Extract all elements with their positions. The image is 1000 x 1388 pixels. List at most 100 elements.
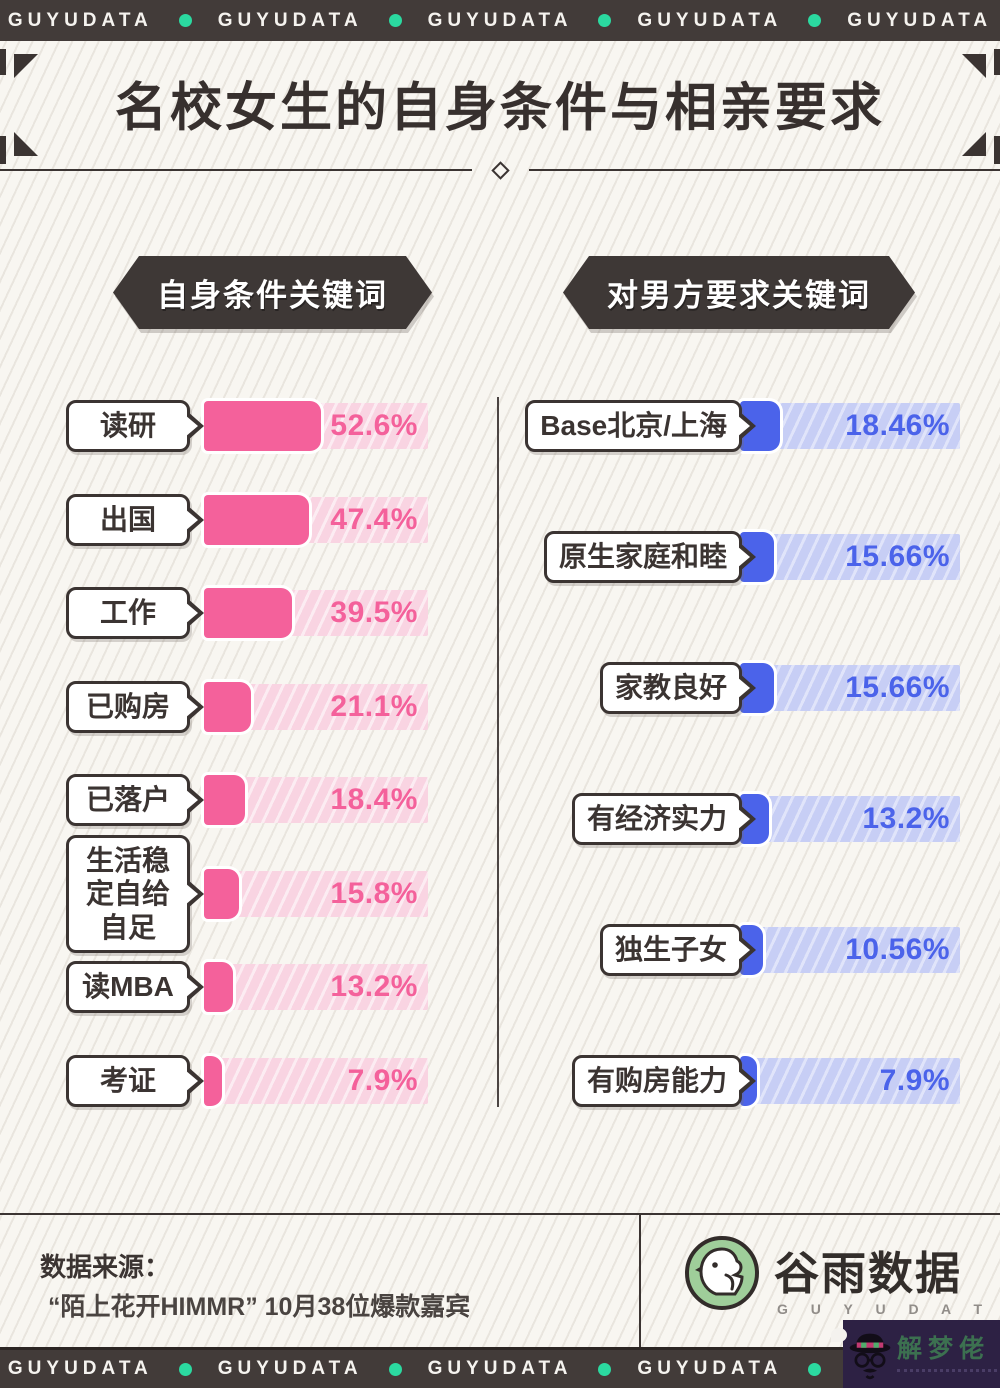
title-band: 名校女生的自身条件与相亲要求 <box>0 41 1000 170</box>
bar-row: 有购房能力 7.9% <box>538 1055 960 1107</box>
brand-wordmark: GUYUDATA <box>7 1358 153 1379</box>
category-label: 原生家庭和睦 <box>543 531 742 583</box>
category-label: 独生子女 <box>599 924 742 976</box>
column-divider <box>497 397 499 1107</box>
value-label: 10.56% <box>845 933 950 966</box>
bar-track: 13.2% <box>204 962 428 1012</box>
bar-track: 7.9% <box>204 1056 428 1106</box>
brand-dot-icon <box>808 14 822 27</box>
value-label: 52.6% <box>330 409 418 442</box>
title-divider <box>0 160 1000 180</box>
right-section-header-wrap: 对男方要求关键词 <box>563 256 915 329</box>
watermark-url-dots <box>897 1369 997 1373</box>
bar-track: 52.6% <box>204 401 428 451</box>
value-label: 15.8% <box>330 877 418 910</box>
edge-mark <box>994 49 1000 75</box>
brand-wordmark: GUYUDATA <box>217 9 363 31</box>
edge-mark <box>994 136 1000 164</box>
bar-row: 独生子女 10.56% <box>538 924 960 976</box>
bar-row: 出国 47.4% <box>66 494 428 546</box>
bar-row: 生活稳定自给自足 15.8% <box>66 835 428 953</box>
bar-fill <box>204 682 251 732</box>
left-section-header-wrap: 自身条件关键词 <box>113 256 432 329</box>
bar-row: Base北京/上海 18.46% <box>525 400 960 452</box>
bar-fill <box>204 962 234 1012</box>
category-label: 考证 <box>66 1055 190 1107</box>
bar-row: 已购房 21.1% <box>66 681 428 733</box>
bar-row: 读MBA 13.2% <box>66 961 428 1013</box>
value-label: 15.66% <box>845 671 950 704</box>
value-label: 7.9% <box>347 1064 418 1097</box>
bar-track: 7.9% <box>740 1056 960 1106</box>
category-label: 家教良好 <box>599 662 742 714</box>
bar-fill <box>204 1056 222 1106</box>
diamond-icon <box>490 160 510 180</box>
bar-track: 13.2% <box>740 794 960 844</box>
category-label: 出国 <box>66 494 190 546</box>
page-title: 名校女生的自身条件与相亲要求 <box>114 79 885 137</box>
brand-dot-icon <box>388 14 402 27</box>
bottom-brand-bar: GUYUDATA GUYUDATA GUYUDATA GUYUDATA GUYU… <box>0 1347 1000 1388</box>
footer-vertical-divider <box>639 1215 641 1347</box>
category-label: 生活稳定自给自足 <box>66 835 190 953</box>
category-label: 读MBA <box>66 961 190 1013</box>
bar-fill <box>204 401 321 451</box>
brand-dot-icon <box>598 14 612 27</box>
left-section-header: 自身条件关键词 <box>113 256 432 329</box>
bar-track: 21.1% <box>204 682 428 732</box>
value-label: 13.2% <box>862 802 950 835</box>
value-label: 21.1% <box>330 690 418 723</box>
guyudata-logo-en: G U Y U D A T A <box>777 1301 1000 1317</box>
corner-mark-icon <box>962 132 986 156</box>
data-source-text: “陌上花开HIMMR” 10月38位爆款嘉宾 <box>48 1293 471 1321</box>
divider-line <box>528 169 1000 171</box>
brand-wordmark: GUYUDATA <box>427 9 573 31</box>
bar-track: 15.66% <box>740 532 960 582</box>
bar-row: 读研 52.6% <box>66 400 428 452</box>
value-label: 15.66% <box>845 540 950 573</box>
brand-dot-icon <box>178 1362 192 1376</box>
value-label: 18.4% <box>330 783 418 816</box>
brand-dot-icon <box>388 1362 402 1376</box>
bar-track: 39.5% <box>204 588 428 638</box>
edge-mark <box>0 136 6 164</box>
value-label: 13.2% <box>330 970 418 1003</box>
speech-bubble-icon <box>831 1328 847 1342</box>
bar-fill <box>204 869 240 919</box>
bar-row: 考证 7.9% <box>66 1055 428 1107</box>
category-label: 工作 <box>66 587 190 639</box>
bar-row: 工作 39.5% <box>66 587 428 639</box>
brand-wordmark: GUYUDATA <box>637 1358 783 1379</box>
category-label: 已落户 <box>66 774 190 826</box>
edge-mark <box>0 49 6 75</box>
bar-row: 有经济实力 13.2% <box>538 793 960 845</box>
value-label: 7.9% <box>879 1064 950 1097</box>
bar-track: 15.8% <box>204 869 428 919</box>
brand-dot-icon <box>808 1362 822 1376</box>
bar-fill <box>204 775 245 825</box>
value-label: 47.4% <box>330 503 418 536</box>
brand-wordmark: GUYUDATA <box>427 1358 573 1379</box>
bar-fill <box>204 588 292 638</box>
brand-wordmark: GUYUDATA <box>217 1358 363 1379</box>
divider-line <box>0 169 472 171</box>
bar-row: 已落户 18.4% <box>66 774 428 826</box>
brand-wordmark: GUYUDATA <box>7 9 153 31</box>
watermark-text: 解梦佬 <box>897 1334 991 1363</box>
hat-face-icon <box>849 1333 891 1380</box>
corner-mark-icon <box>14 132 38 156</box>
brand-dot-icon <box>598 1362 612 1376</box>
right-section-header: 对男方要求关键词 <box>563 256 915 329</box>
bar-track: 10.56% <box>740 925 960 975</box>
bar-track: 18.46% <box>740 401 960 451</box>
category-label: Base北京/上海 <box>525 400 742 452</box>
top-brand-bar: GUYUDATA GUYUDATA GUYUDATA GUYUDATA GUYU… <box>0 0 1000 41</box>
bar-track: 47.4% <box>204 495 428 545</box>
guyudata-logo-cn: 谷雨数据 <box>774 1247 963 1300</box>
data-source-label: 数据来源： <box>40 1252 171 1282</box>
bar-row: 原生家庭和睦 15.66% <box>538 531 960 583</box>
category-label: 读研 <box>66 400 190 452</box>
corner-mark-icon <box>14 54 38 78</box>
corner-mark-icon <box>962 54 986 78</box>
